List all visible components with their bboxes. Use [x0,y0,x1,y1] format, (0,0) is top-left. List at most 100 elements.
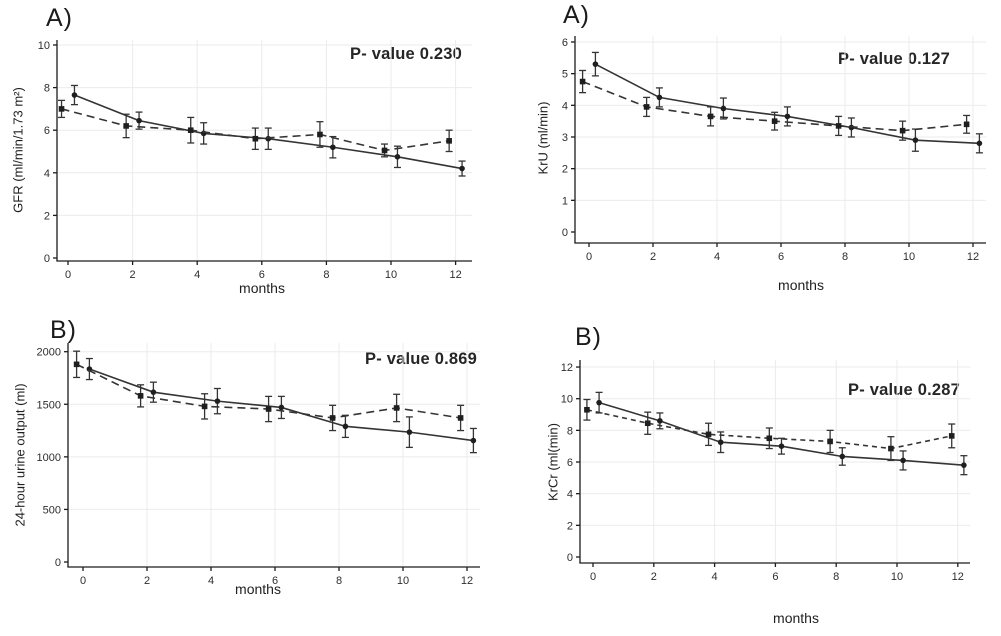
x-tick-label: 0 [590,571,596,583]
panel-letter: A) [46,4,73,32]
y-tick-label: 2000 [37,347,61,359]
panel-letter: B) [575,323,602,351]
x-tick-label: 0 [80,575,86,587]
series-markers [58,106,452,154]
gfr-line-chart: 0 2 4 6 8 10 0 2 4 6 8 10 12 [38,40,472,281]
series-dashed-squares [583,398,956,462]
tick-labels: 0 500 1000 1500 2000 0 2 4 6 8 10 12 [37,347,474,587]
series-solid-circles [591,51,983,154]
axes [64,343,480,571]
series-dashed-squares [579,69,971,141]
y-tick-label: 4 [567,489,573,501]
x-tick-label: 10 [397,575,409,587]
panel-urine-output: B) P- value 0.869 24-hour urine output (… [0,310,500,636]
x-axis-title: months [778,277,824,293]
x-tick-label: 8 [323,269,329,281]
x-tick-label: 6 [772,571,778,583]
x-tick-label: 6 [272,575,278,587]
x-tick-label: 8 [842,251,848,263]
error-bars [73,350,465,432]
y-tick-label: 6 [562,37,568,49]
y-tick-label: 2 [562,164,568,176]
x-tick-label: 6 [259,269,265,281]
x-tick-label: 10 [385,269,397,281]
x-tick-label: 4 [714,251,720,263]
x-tick-label: 10 [891,571,903,583]
gridlines [581,360,970,562]
y-tick-label: 5 [562,69,568,81]
panel-gfr: A) P- value 0.230 GFR (ml/min/1.73 m²) m… [0,0,500,310]
y-tick-label: 0 [55,557,61,569]
y-tick-label: 3 [562,132,568,144]
error-bars [70,84,466,177]
y-tick-label: 8 [567,425,573,437]
panel-letter: A) [563,1,590,29]
gridlines [576,36,986,242]
series-solid-circles [70,84,466,177]
y-tick-label: 8 [44,83,50,95]
series-solid-circles [595,391,968,476]
y-tick-label: 2 [44,210,50,222]
y-tick-label: 4 [562,100,568,112]
y-tick-label: 6 [567,457,573,469]
error-bars [591,51,983,154]
y-tick-label: 0 [44,253,50,265]
y-tick-label: 12 [561,362,573,374]
gridlines [69,343,480,566]
x-tick-label: 2 [650,251,656,263]
y-tick-label: 2 [567,520,573,532]
x-tick-label: 4 [712,571,718,583]
x-axis-title: months [235,581,281,597]
series-markers [584,406,955,452]
tick-labels: 0 2 4 6 8 10 0 2 4 6 8 10 12 [38,40,462,281]
y-tick-label: 0 [567,552,573,564]
series-markers [73,361,464,421]
axes [576,360,970,567]
x-tick-label: 0 [65,269,71,281]
x-tick-label: 6 [778,251,784,263]
x-tick-label: 12 [449,269,461,281]
p-value-annotation: P- value 0.287 [848,381,960,399]
x-tick-label: 2 [130,269,136,281]
x-tick-label: 12 [461,575,473,587]
series-dashed-squares [58,99,453,158]
series-markers [579,78,970,134]
y-tick-label: 6 [44,125,50,137]
axes [53,40,472,265]
y-tick-label: 1500 [37,399,61,411]
x-tick-label: 2 [651,571,657,583]
x-tick-label: 4 [194,269,200,281]
x-tick-label: 4 [208,575,214,587]
series-dashed-squares [73,350,465,432]
y-tick-label: 4 [44,168,50,180]
series-solid-circles [85,357,477,454]
y-tick-label: 500 [43,504,61,516]
y-tick-label: 10 [561,394,573,406]
x-tick-label: 8 [336,575,342,587]
series-markers [86,366,477,444]
krcr-line-chart: 0 2 4 6 8 10 12 0 2 4 6 8 10 12 [561,360,970,583]
y-tick-label: 10 [38,40,50,52]
x-tick-label: 8 [833,571,839,583]
p-value-annotation: P- value 0.127 [838,50,950,68]
series-markers [592,61,983,147]
panel-letter: B) [50,316,77,344]
x-tick-label: 12 [967,251,979,263]
error-bars [58,99,453,158]
x-tick-label: 2 [144,575,150,587]
x-axis-title: months [773,610,819,626]
x-tick-label: 10 [903,251,915,263]
p-value-annotation: P- value 0.230 [350,45,462,63]
gridlines [58,40,472,260]
x-tick-label: 0 [586,251,592,263]
y-tick-label: 1 [562,195,568,207]
p-value-annotation: P- value 0.869 [365,350,477,368]
urine-output-line-chart: 0 500 1000 1500 2000 0 2 4 6 8 10 12 [37,343,480,587]
y-tick-label: 1000 [37,452,61,464]
axes [571,36,986,247]
x-axis-title: months [239,280,285,296]
